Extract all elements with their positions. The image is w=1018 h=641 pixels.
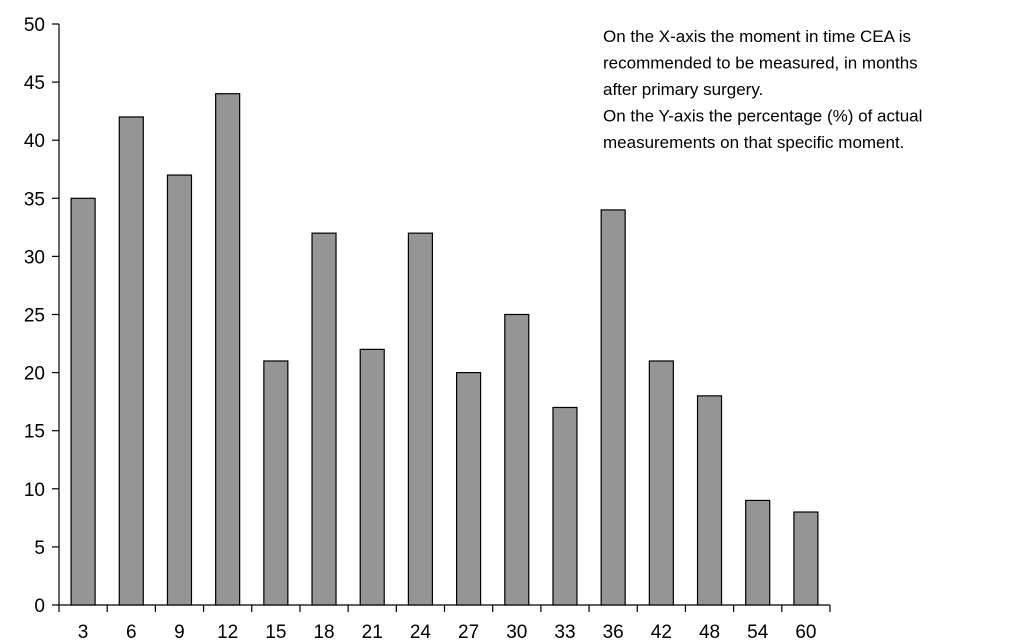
bar-24 (407, 232, 434, 606)
x-tick-label: 36 (603, 622, 624, 641)
x-axis: 3 6 9 12 15 18 21 24 27 30 33 36 42 48 54 60 (58, 604, 831, 641)
annotation-line: On the Y-axis the percentage (%) of actu… (603, 107, 922, 126)
y-axis: 0 5 10 15 20 25 30 35 40 45 50 (24, 15, 60, 617)
x-tick-label: 21 (362, 622, 383, 641)
bars (70, 93, 819, 606)
bar-27 (455, 372, 482, 606)
x-tick-label: 33 (554, 622, 575, 641)
annotation-line: measurements on that specific moment. (603, 133, 904, 152)
bar-48 (696, 395, 723, 606)
bar-42 (648, 360, 674, 606)
x-tick-label: 3 (78, 622, 89, 641)
y-tick-label: 15 (24, 422, 45, 443)
x-tick-label: 18 (313, 622, 334, 641)
y-tick-label: 35 (24, 189, 45, 210)
y-tick-label: 45 (24, 73, 45, 94)
bar-21 (359, 348, 385, 606)
y-tick-label: 10 (24, 480, 45, 501)
bar-3 (70, 197, 96, 606)
x-tick-label: 54 (747, 622, 769, 641)
bar-54 (745, 499, 771, 606)
chart-annotation: On the X-axis the moment in time CEA is r… (603, 27, 922, 152)
bar-15 (263, 360, 289, 606)
annotation-line: recommended to be measured, in months (603, 54, 918, 73)
bar-60 (793, 511, 819, 606)
x-tick-label: 42 (651, 622, 672, 641)
y-tick-label: 0 (34, 596, 45, 617)
y-tick-label: 5 (34, 538, 45, 559)
bar-9 (166, 174, 193, 606)
y-tick-label: 50 (24, 15, 45, 36)
x-tick-label: 12 (217, 622, 238, 641)
bar-30 (504, 313, 530, 606)
x-tick-label: 27 (458, 622, 479, 641)
x-tick-label: 15 (265, 622, 286, 641)
bar-6 (118, 116, 144, 606)
y-tick-label: 40 (24, 131, 45, 152)
x-tick-label: 30 (506, 622, 527, 641)
x-tick-label: 6 (126, 622, 137, 641)
bar-33 (552, 406, 578, 606)
annotation-line: On the X-axis the moment in time CEA is (603, 27, 911, 46)
bar-18 (311, 232, 337, 606)
y-tick-label: 20 (24, 364, 45, 385)
x-tick-label: 60 (795, 622, 816, 641)
x-tick-label: 48 (699, 622, 720, 641)
x-tick-label: 9 (174, 622, 185, 641)
y-tick-label: 30 (24, 247, 45, 268)
annotation-line: after primary surgery. (603, 80, 763, 99)
bar-12 (215, 93, 241, 606)
bar-36 (600, 209, 626, 606)
x-tick-label: 24 (410, 622, 432, 641)
y-tick-label: 25 (24, 306, 45, 327)
